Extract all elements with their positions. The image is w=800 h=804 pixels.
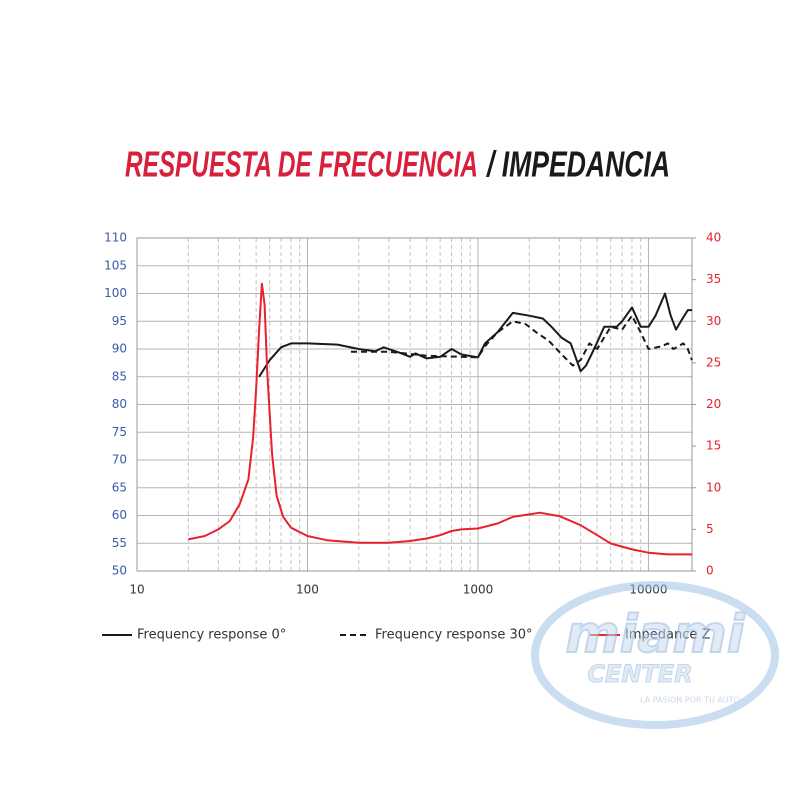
y2-tick-label: 25 (706, 355, 721, 369)
x-tick-label: 1000 (463, 583, 494, 597)
legend-label: Impedance Z (625, 628, 710, 643)
legend-label: Frequency response 0° (137, 628, 286, 643)
watermark-ring (531, 581, 779, 729)
y-tick-label: 105 (104, 258, 127, 272)
y2-tick-label: 20 (706, 397, 721, 411)
y-tick-label: 95 (112, 314, 127, 328)
x-tick-label: 100 (296, 583, 319, 597)
y-tick-label: 75 (112, 425, 127, 439)
y2-tick-label: 40 (706, 231, 721, 245)
y-tick-label: 100 (104, 286, 127, 300)
y-tick-label: 50 (112, 564, 127, 578)
series-line (258, 292, 692, 378)
series-line (351, 314, 693, 367)
title-part1: RESPUESTA DE FRECUENCIA (125, 144, 478, 185)
y2-tick-label: 5 (706, 522, 714, 536)
title-part2: / IMPEDANCIA (486, 144, 670, 185)
watermark: miami CENTER LA PASION POR TU AUTO (531, 581, 779, 729)
y-tick-label: 60 (112, 508, 127, 522)
y2-tick-label: 15 (706, 439, 721, 453)
legend-label: Frequency response 30° (375, 628, 533, 643)
y2-tick-label: 30 (706, 314, 721, 328)
y2-tick-label: 0 (706, 564, 714, 578)
watermark-sub: CENTER (587, 660, 692, 688)
y-tick-label: 90 (112, 342, 127, 356)
series-line (188, 282, 692, 556)
y2-tick-label: 10 (706, 480, 721, 494)
watermark-brand: miami (565, 605, 745, 665)
y-tick-label: 80 (112, 397, 127, 411)
x-tick-label: 10 (129, 583, 144, 597)
y2-tick-label: 35 (706, 272, 721, 286)
y-tick-label: 110 (104, 231, 127, 245)
y-tick-label: 85 (112, 369, 127, 383)
watermark-tagline: LA PASION POR TU AUTO (640, 696, 740, 705)
y-tick-label: 55 (112, 536, 127, 550)
y-tick-label: 65 (112, 480, 127, 494)
y-tick-label: 70 (112, 453, 127, 467)
